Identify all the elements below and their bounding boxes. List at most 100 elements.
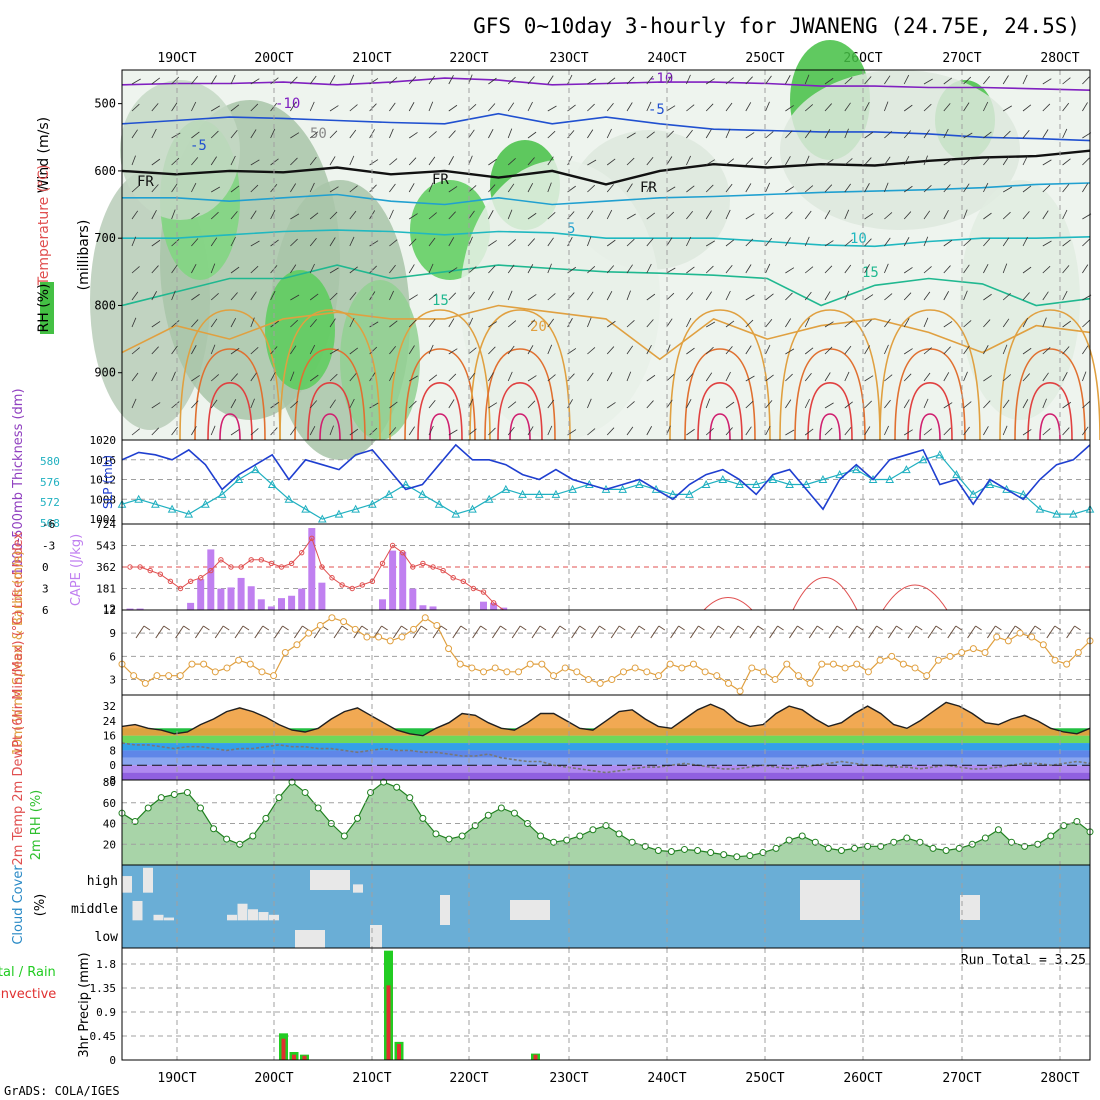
wind-barb: [131, 428, 141, 436]
wind-barb: [131, 210, 139, 220]
wind-barb: [844, 102, 851, 112]
wind-barb: [785, 75, 791, 85]
thickness-marker: [267, 479, 277, 488]
wind-barb: [448, 237, 455, 247]
wind-barb: [725, 264, 733, 274]
wind-barb-10m: [618, 625, 626, 631]
wind-speed-marker: [619, 668, 627, 676]
isotherm-label: 50: [310, 126, 327, 142]
wind-barb: [488, 265, 496, 274]
wind-barb: [765, 400, 773, 409]
wind-barb: [567, 236, 573, 247]
lifted-index-marker: [369, 578, 376, 585]
wind-barb: [587, 347, 596, 355]
lifted-index-marker: [228, 564, 234, 570]
wind-barb: [389, 158, 398, 166]
wind-barb: [765, 344, 771, 355]
wind-speed-marker: [923, 672, 931, 680]
wind-barb: [507, 264, 515, 274]
wind-barb: [171, 239, 180, 247]
wind-speed-marker: [993, 633, 1001, 641]
wind-barb: [527, 264, 534, 274]
wind-barb: [428, 212, 437, 220]
precip-tick-label: 1.35: [90, 982, 117, 995]
wind-barb: [943, 77, 953, 85]
wind-barb: [171, 371, 176, 382]
wind-barb: [191, 75, 199, 85]
wind-barb-10m: [242, 625, 250, 631]
wind-barb: [864, 183, 870, 193]
wind-barb: [686, 347, 695, 355]
wind-barb: [547, 293, 556, 301]
wind-barb: [309, 263, 315, 274]
date-tick-label-bottom: 23OCT: [549, 1071, 588, 1086]
rh-marker: [406, 794, 414, 802]
isotherm-warm-arc: [219, 413, 241, 441]
wind-barb: [171, 401, 180, 409]
isotherm-warm-arc: [509, 413, 531, 441]
wind-barb: [290, 345, 297, 355]
wind-barb: [983, 212, 992, 220]
wind-barb-10m: [531, 625, 541, 639]
wind-barb-10m: [967, 625, 977, 639]
wind-barb: [804, 291, 812, 301]
rh-shading-area: [780, 70, 1020, 230]
wind-barb: [210, 75, 217, 85]
wind-barb-10m: [658, 625, 666, 631]
wind-barb: [408, 238, 417, 247]
wind-speed-marker: [701, 668, 709, 676]
wind-barb: [943, 372, 950, 382]
rh-legend-swatch: [40, 282, 54, 334]
wind-barb: [824, 103, 832, 112]
wind-barb: [606, 265, 615, 274]
wind-barb: [131, 236, 137, 247]
wind-barb: [210, 105, 220, 112]
wind-barb: [507, 426, 515, 436]
wind-speed-marker: [433, 621, 441, 629]
wind-barb: [705, 291, 712, 301]
wind-barb: [389, 401, 398, 409]
isotherm-label: FR: [432, 172, 449, 188]
wind-speed-marker: [316, 621, 324, 629]
wind-barb: [804, 129, 812, 139]
rh-marker: [903, 834, 911, 842]
wind-speed-marker: [456, 660, 464, 668]
cape-bar: [257, 599, 265, 610]
wind-barb-10m: [816, 625, 824, 631]
wind-barb: [725, 290, 731, 301]
rh-marker: [458, 832, 466, 840]
wind-barb: [646, 319, 654, 328]
wind-barb: [309, 400, 318, 409]
wind-barb: [1042, 210, 1049, 220]
pressure-tick-label: 900: [94, 366, 116, 380]
cape-bar: [207, 549, 215, 610]
wind-barb-10m: [788, 625, 798, 639]
wind-barb: [547, 425, 553, 436]
wind-barb: [943, 402, 953, 409]
thickness-marker: [835, 470, 844, 479]
wind-barb: [1082, 238, 1090, 247]
lifted-index-tick-label: 0: [42, 561, 49, 574]
slp-line: [121, 443, 1091, 511]
wind-barb: [1062, 209, 1068, 220]
thickness-marker: [1068, 509, 1078, 518]
wind-barb: [626, 426, 634, 436]
date-tick-label-top: 19OCT: [157, 51, 196, 66]
wind-barb: [290, 238, 298, 247]
wind-barb: [191, 212, 200, 220]
rh-marker: [680, 845, 688, 853]
wind-barb: [705, 103, 714, 112]
rh-marker: [249, 832, 257, 840]
wind-barb: [686, 155, 691, 166]
wind-barb: [488, 321, 498, 328]
wind-speed-marker: [608, 676, 616, 684]
wind-barb: [725, 401, 735, 409]
wind-barb: [587, 78, 597, 85]
wind-barb: [507, 401, 517, 409]
wind-barb: [428, 425, 434, 436]
wind-barb: [507, 345, 515, 355]
wind-barb: [290, 264, 297, 274]
wind-speed-marker: [946, 652, 954, 660]
wind-barb: [191, 101, 197, 112]
wind-barb: [1022, 266, 1032, 274]
